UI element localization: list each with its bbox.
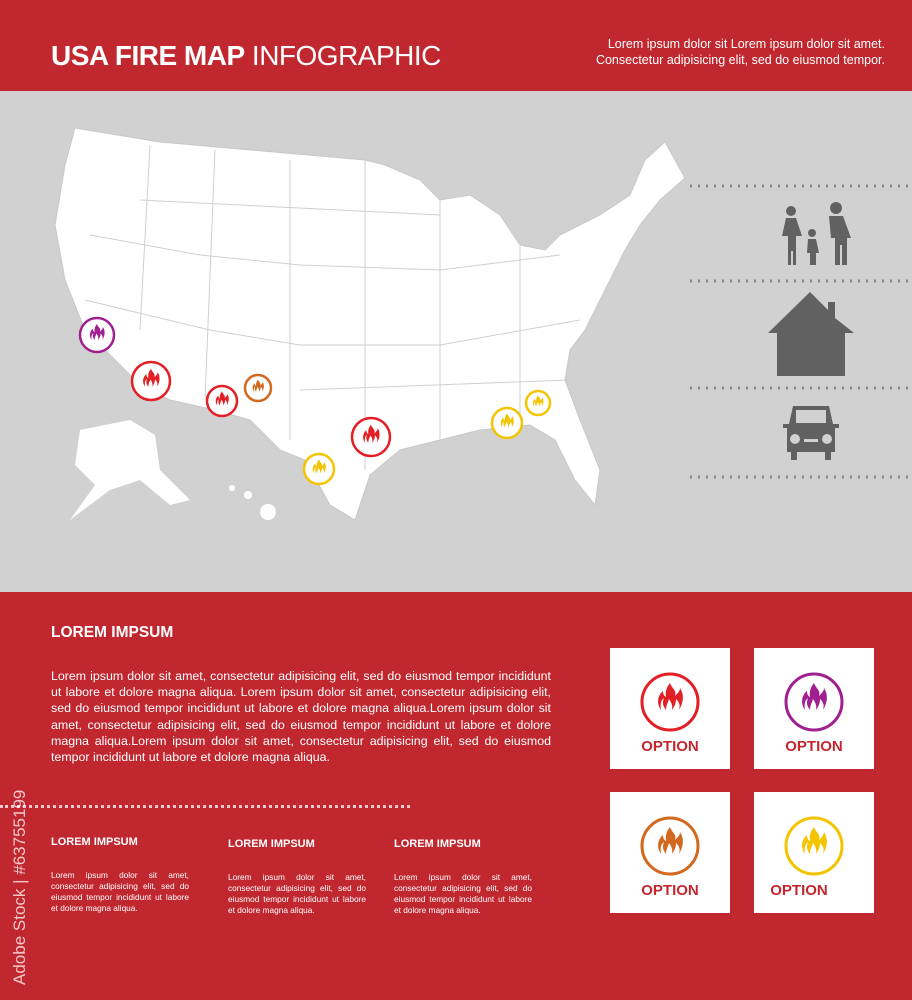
header-banner: USA FIRE MAP INFOGRAPHIC Lorem ipsum dol… <box>0 0 912 91</box>
info-column: LOREM IMPSUM Lorem ipsum dolor sit amet, … <box>394 838 532 916</box>
section-paragraph: Lorem ipsum dolor sit amet, consectetur … <box>51 669 551 765</box>
watermark: Adobe Stock | #63755199 <box>10 789 29 985</box>
fire-marker[interactable] <box>130 360 172 402</box>
info-column: LOREM IMPSUM Lorem ipsum dolor sit amet, … <box>228 838 366 916</box>
fire-marker[interactable] <box>243 373 273 403</box>
header-text-line: Lorem ipsum dolor sit Lorem ipsum dolor … <box>607 37 885 51</box>
fire-marker[interactable] <box>490 406 524 440</box>
house-icon <box>768 292 854 376</box>
option-label: OPTION <box>785 738 843 755</box>
fire-marker[interactable] <box>302 452 336 486</box>
alaska <box>70 420 190 520</box>
column-text: Lorem ipsum dolor sit amet, consectetur … <box>228 872 366 915</box>
info-column: LOREM IMPSUM Lorem ipsum dolor sit amet, … <box>51 836 189 914</box>
fire-icon <box>640 816 700 876</box>
option-card[interactable]: OPTION <box>754 648 874 769</box>
column-text: Lorem ipsum dolor sit amet, consectetur … <box>51 870 189 913</box>
fire-marker[interactable] <box>350 416 392 458</box>
option-label: OPTION <box>641 882 699 899</box>
column-heading: LOREM IMPSUM <box>51 836 138 848</box>
column-text: Lorem ipsum dolor sit amet, consectetur … <box>394 872 532 915</box>
car-icon <box>783 406 839 460</box>
header-text-line: Consectetur adipisicing elit, sed do eiu… <box>595 53 885 67</box>
column-heading: LOREM IMPSUM <box>228 838 315 850</box>
option-label: OPTION <box>641 738 699 755</box>
state-borders <box>84 144 581 470</box>
page-title: USA FIRE MAP INFOGRAPHIC <box>51 40 441 72</box>
usa-map <box>54 127 910 521</box>
hawaii <box>229 485 276 520</box>
dotted-divider <box>0 805 410 808</box>
title-light: INFOGRAPHIC <box>251 40 441 71</box>
fire-marker[interactable] <box>205 384 239 418</box>
option-card[interactable]: OPTION <box>754 792 874 913</box>
fire-marker[interactable] <box>78 316 116 354</box>
fire-icon <box>784 816 844 876</box>
fire-icon <box>784 672 844 732</box>
title-bold: USA FIRE MAP <box>51 40 245 71</box>
option-label: OPTION <box>770 882 828 899</box>
section-heading: LOREM IMPSUM <box>51 624 174 641</box>
family-icon <box>782 202 851 265</box>
option-card[interactable]: OPTION <box>610 792 730 913</box>
fire-marker[interactable] <box>524 389 552 417</box>
option-card[interactable]: OPTION <box>610 648 730 769</box>
map-area <box>0 91 912 592</box>
fire-icon <box>640 672 700 732</box>
column-heading: LOREM IMPSUM <box>394 838 481 850</box>
info-section: LOREM IMPSUM Lorem ipsum dolor sit amet,… <box>0 592 912 1000</box>
header-text: Lorem ipsum dolor sit Lorem ipsum dolor … <box>596 36 885 68</box>
